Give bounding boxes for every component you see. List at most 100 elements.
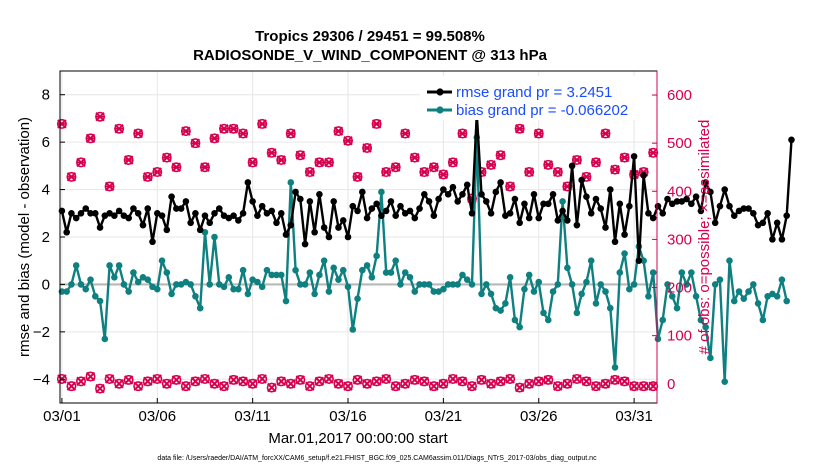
- x-tick-label: 03/26: [520, 408, 558, 425]
- obs-possible-marker: [295, 374, 306, 385]
- bias-point: [516, 323, 523, 331]
- obs-assimilated-marker: [371, 119, 382, 129]
- obs-assimilated-marker: [200, 162, 210, 172]
- obs-assimilated-stroke: [534, 376, 544, 387]
- obs-assimilated-marker: [505, 374, 515, 384]
- rmse-point: [478, 191, 485, 198]
- obs-assimilated-marker: [495, 150, 506, 160]
- rmse-point: [506, 209, 514, 217]
- rmse-point: [788, 136, 795, 144]
- obs-assimilated-marker: [362, 143, 372, 153]
- rmse-point: [301, 240, 309, 248]
- rmse-point: [468, 209, 476, 217]
- obs-possible-marker: [238, 376, 249, 387]
- rmse-point: [268, 207, 276, 215]
- obs-assimilated-stroke: [581, 376, 592, 387]
- legend: rmse grand pr = 3.2451 bias grand pr = -…: [420, 76, 652, 120]
- obs-assimilated-marker: [486, 160, 496, 170]
- obs-assimilated-marker: [209, 379, 220, 389]
- rmse-point: [363, 214, 371, 222]
- obs-assimilated-marker: [629, 381, 639, 391]
- y-right-tick-label: 300: [667, 231, 692, 248]
- obs-assimilated-stroke: [133, 381, 143, 391]
- obs-assimilated-stroke: [85, 371, 96, 382]
- obs-assimilated-stroke: [104, 374, 115, 384]
- obs-assimilated-marker: [343, 136, 353, 146]
- rmse-point: [282, 231, 290, 238]
- bias-point: [363, 262, 371, 269]
- bias-point: [740, 295, 748, 302]
- rmse-point: [130, 205, 137, 212]
- bias-point: [68, 281, 75, 288]
- x-tick-label: 03/06: [139, 408, 177, 425]
- obs-possible-marker: [133, 381, 144, 392]
- bias-point: [282, 297, 290, 305]
- bias-point: [564, 264, 571, 272]
- obs-assimilated-marker: [228, 124, 239, 134]
- rmse-point: [77, 209, 85, 217]
- rmse-point: [521, 200, 528, 208]
- rmse-point: [134, 209, 142, 217]
- bias-point: [482, 281, 490, 288]
- rmse-point: [163, 226, 171, 234]
- rmse-point: [115, 207, 123, 215]
- rmse-point: [211, 209, 218, 217]
- obs-assimilated-stroke: [362, 379, 372, 389]
- obs-assimilated-marker: [429, 162, 439, 172]
- obs-assimilated-marker: [247, 379, 258, 389]
- obs-possible-marker: [486, 378, 497, 389]
- bias-point: [559, 198, 566, 205]
- rmse-point: [730, 212, 738, 219]
- obs-assimilated-marker: [486, 379, 496, 389]
- bias-point: [597, 281, 605, 288]
- rmse-point: [559, 207, 566, 215]
- bias-point: [339, 266, 347, 274]
- rmse-point: [387, 198, 395, 205]
- obs-assimilated-stroke: [114, 379, 124, 389]
- obs-possible-marker: [219, 381, 230, 392]
- obs-assimilated-marker: [381, 374, 391, 384]
- bias-point: [153, 285, 161, 293]
- obs-possible-marker: [457, 376, 468, 387]
- obs-assimilated-stroke: [572, 374, 582, 384]
- obs-assimilated-marker: [219, 124, 229, 134]
- bias-point: [325, 288, 333, 295]
- obs-assimilated-marker: [209, 133, 220, 144]
- bias-point: [664, 281, 671, 288]
- x-tick-label: 03/01: [43, 408, 81, 425]
- rmse-point: [702, 179, 709, 186]
- obs-possible-marker: [123, 374, 134, 385]
- rmse-point: [344, 233, 352, 241]
- rmse-point: [277, 209, 285, 217]
- rmse-point: [664, 195, 671, 203]
- bias-point: [287, 179, 295, 186]
- obs-assimilated-marker: [143, 376, 153, 387]
- bias-point: [91, 292, 99, 300]
- bias-point: [544, 316, 552, 324]
- obs-assimilated-marker: [333, 126, 344, 136]
- bias-point: [773, 292, 781, 300]
- obs-assimilated-marker: [648, 148, 658, 158]
- data-file-footnote: data file: /Users/raeder/DAI/ATM_forcXX/…: [157, 455, 597, 462]
- obs-assimilated-marker: [600, 128, 611, 139]
- rmse-point: [597, 205, 605, 212]
- bias-point: [554, 281, 562, 288]
- bias-point: [196, 304, 204, 312]
- obs-assimilated-stroke: [333, 379, 344, 389]
- bias-point: [783, 297, 790, 305]
- obs-assimilated-marker: [352, 375, 363, 385]
- bias-point: [611, 364, 619, 371]
- bias-point: [211, 233, 218, 241]
- obs-assimilated-marker: [610, 164, 620, 175]
- rmse-point: [230, 212, 237, 219]
- bias-point: [459, 271, 466, 279]
- bias-point: [683, 281, 690, 288]
- obs-assimilated-marker: [66, 381, 77, 391]
- rmse-point: [654, 202, 662, 210]
- bias-point: [750, 281, 757, 288]
- rmse-point: [554, 217, 562, 224]
- obs-assimilated-marker: [610, 375, 620, 385]
- rmse-point: [645, 209, 652, 217]
- obs-assimilated-stroke: [143, 376, 153, 387]
- rmse-point: [187, 219, 194, 227]
